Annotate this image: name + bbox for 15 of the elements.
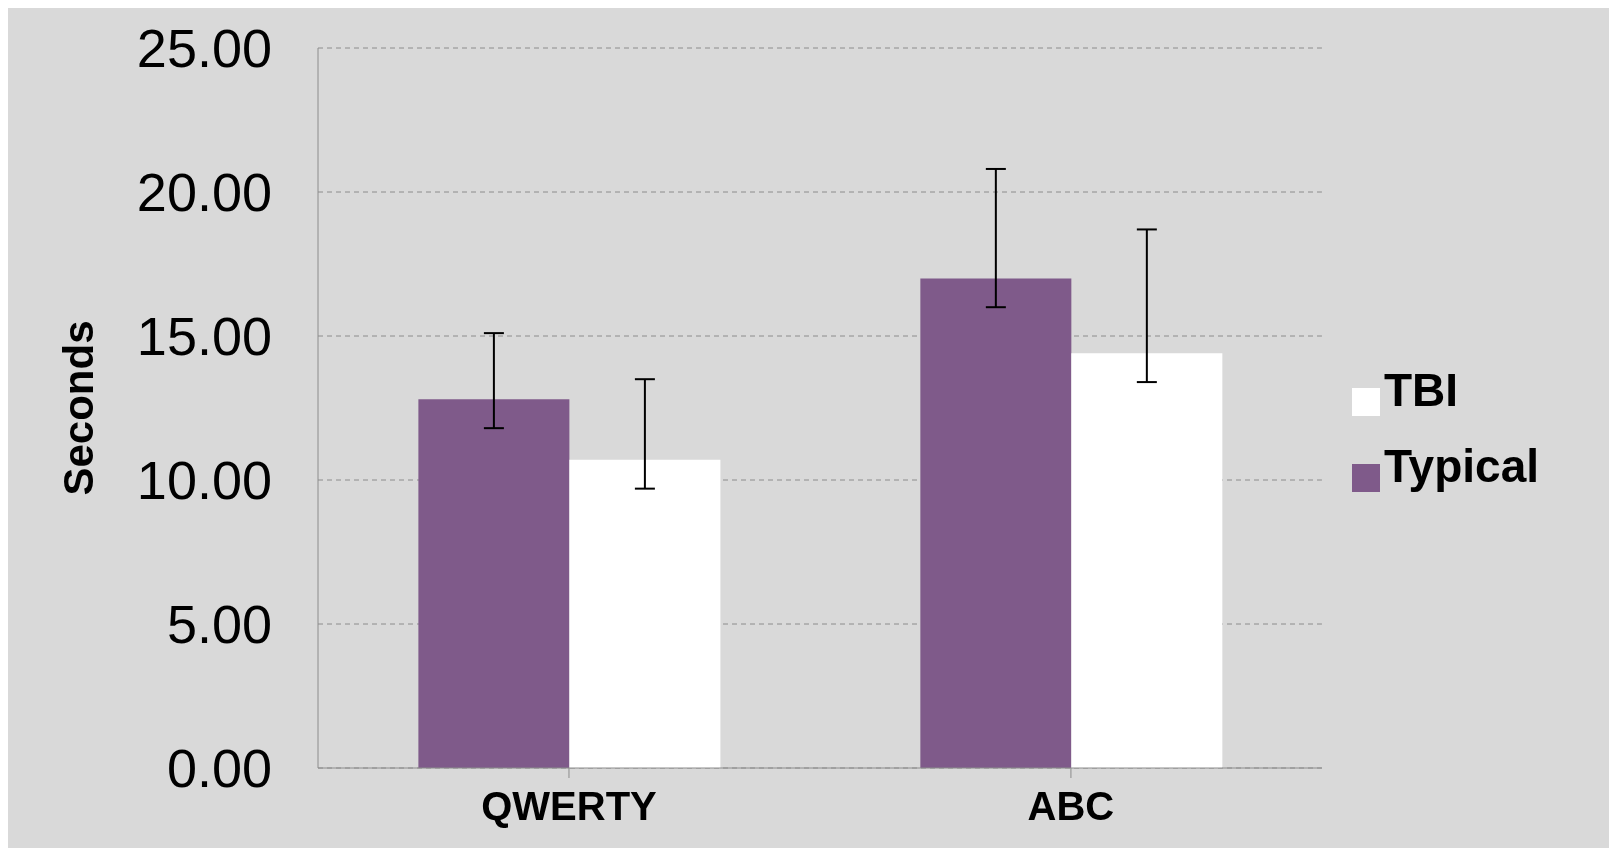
y-tick-label: 5.00 [166,594,272,655]
y-tick-label: 15.00 [136,306,272,367]
bar [1071,353,1223,768]
y-tick-label: 25.00 [136,18,272,79]
y-tick-label: 10.00 [136,450,272,511]
bar [418,399,570,768]
bar [569,459,721,768]
legend-label: TBI [1383,364,1459,416]
x-tick-label: QWERTY [481,784,658,829]
y-tick-label: 20.00 [136,162,272,223]
y-axis-title: Seconds [54,320,102,496]
legend-label: Typical [1383,440,1539,492]
y-tick-label: 0.00 [166,738,272,799]
bar [920,278,1072,768]
x-tick-label: ABC [1027,784,1115,829]
